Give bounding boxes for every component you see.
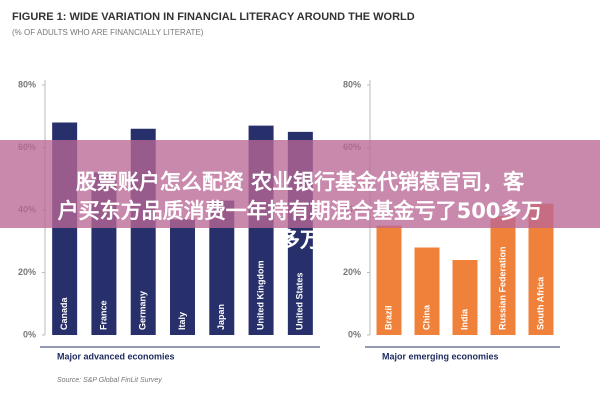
- chart-subtitle: (% OF ADULTS WHO ARE FINANCIALLY LITERAT…: [12, 28, 204, 37]
- overlay-band: [0, 140, 600, 228]
- overlay-text: 户买东方品质消费一年持有期混合基金亏了500多万: [58, 199, 543, 223]
- x-tick-label: Germany: [138, 291, 148, 330]
- bar: [170, 219, 195, 335]
- overlay-text: 多万: [279, 228, 321, 252]
- x-tick-label: France: [98, 300, 108, 330]
- overlay-text: 股票账户怎么配资 农业银行基金代销惹官司，客: [76, 170, 525, 194]
- source: Source: S&P Global FinLit Survey: [57, 377, 162, 384]
- bar: [452, 260, 478, 335]
- y-tick-label: 80%: [18, 79, 36, 89]
- x-tick-label: India: [459, 308, 469, 330]
- y-tick-label: 0%: [348, 329, 361, 339]
- x-tick-label: United States: [295, 272, 305, 330]
- x-tick-label: China: [421, 304, 431, 330]
- bar: [490, 216, 516, 335]
- y-tick-label: 80%: [343, 79, 361, 89]
- y-tick-label: 0%: [23, 329, 36, 339]
- chart-title: FIGURE 1: WIDE VARIATION IN FINANCIAL LI…: [12, 11, 415, 23]
- x-tick-label: United Kingdom: [255, 261, 265, 331]
- y-tick-label: 20%: [18, 267, 36, 277]
- x-tick-label: Japan: [216, 304, 226, 330]
- group-label: Major emerging economies: [382, 351, 499, 361]
- group-label: Major advanced economies: [57, 351, 175, 361]
- x-tick-label: Brazil: [383, 305, 393, 330]
- x-tick-label: Russian Federation: [497, 246, 507, 330]
- x-tick-label: Canada: [59, 296, 69, 330]
- y-tick-label: 20%: [343, 267, 361, 277]
- x-tick-label: South Africa: [535, 276, 545, 330]
- x-tick-label: Italy: [177, 312, 187, 330]
- bar: [414, 247, 440, 335]
- bar: [376, 225, 402, 335]
